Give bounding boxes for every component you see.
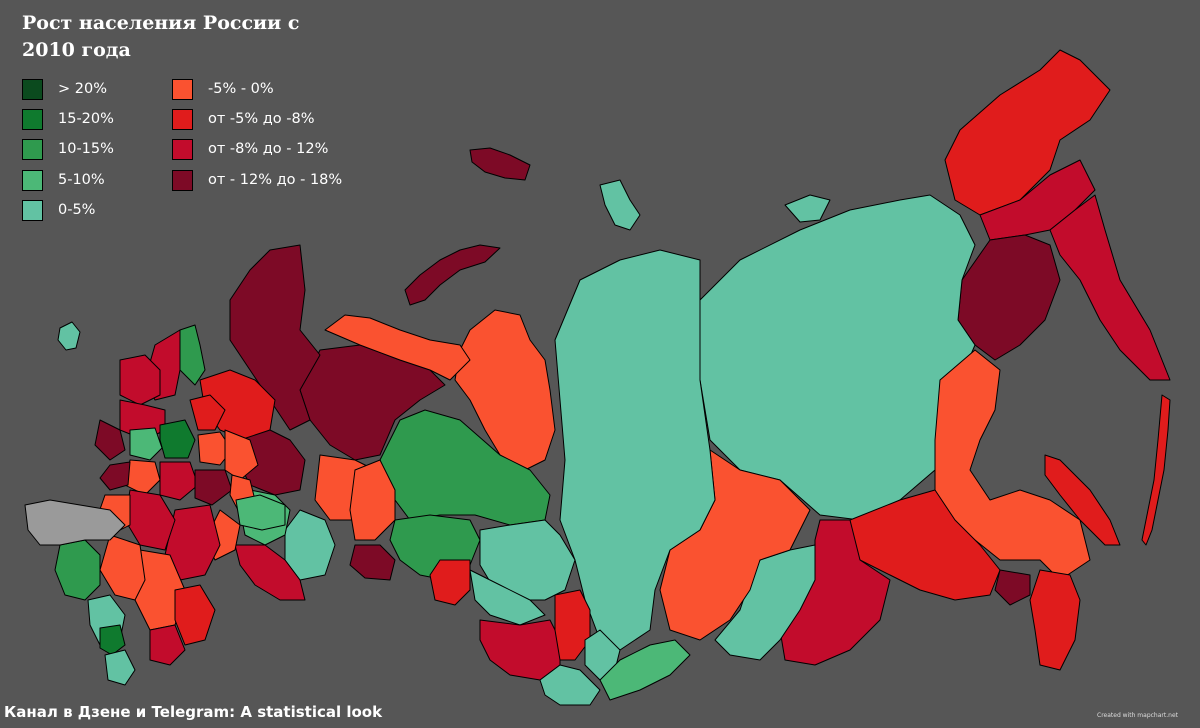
legend-swatch — [22, 108, 43, 130]
region-north-caucasus[interactable] — [104, 649, 136, 686]
legend-item: 0-5% — [22, 199, 95, 221]
legend-swatch — [22, 138, 43, 160]
region-moscow-oblast[interactable] — [129, 427, 163, 461]
region-altai-rep[interactable] — [539, 664, 601, 706]
credit-text: Created with mapchart.net — [1097, 712, 1178, 719]
region-krasnoyarsk[interactable] — [554, 249, 716, 651]
region-ryazan[interactable] — [159, 461, 199, 501]
legend-swatch — [172, 108, 193, 130]
region-sverdlovsk[interactable] — [349, 459, 396, 541]
region-altai-krai[interactable] — [479, 619, 561, 681]
region-primorye[interactable] — [1029, 569, 1081, 671]
legend-label: -5% - 0% — [208, 81, 274, 97]
legend-item: от -8% до - 12% — [172, 138, 328, 160]
region-khabarovsk-north[interactable] — [957, 234, 1061, 361]
footer-caption: Канал в Дзене и Telegram: A statistical … — [4, 703, 383, 721]
region-island-ne[interactable] — [784, 194, 831, 223]
region-moscow[interactable] — [159, 419, 196, 459]
legend-swatch — [22, 78, 43, 100]
region-kaliningrad[interactable] — [57, 321, 81, 351]
region-kemerovo[interactable] — [554, 589, 591, 661]
legend-label: 15-20% — [58, 111, 114, 127]
region-kalmykia[interactable] — [149, 624, 186, 666]
region-tuva[interactable] — [599, 639, 691, 701]
region-orenburg[interactable] — [234, 544, 306, 601]
legend-item: 5-10% — [22, 169, 105, 191]
legend-swatch — [22, 199, 43, 221]
legend-item: от -5% до -8% — [172, 108, 315, 130]
region-jewish[interactable] — [994, 569, 1031, 606]
legend-swatch — [172, 78, 193, 100]
region-novosibirsk[interactable] — [469, 569, 546, 626]
legend-swatch — [22, 169, 43, 191]
legend-label: 0-5% — [58, 202, 96, 218]
region-severnaya-zemlya[interactable] — [599, 179, 641, 231]
region-astrakhan[interactable] — [174, 584, 216, 646]
legend-label: от -8% до - 12% — [208, 141, 329, 157]
region-rostov[interactable] — [99, 534, 146, 601]
region-dagestan[interactable] — [99, 624, 126, 656]
legend-item: -5% - 0% — [172, 78, 274, 100]
region-franz-josef[interactable] — [469, 147, 531, 181]
region-mordovia[interactable] — [194, 469, 233, 506]
legend-item: > 20% — [22, 78, 107, 100]
region-omsk[interactable] — [429, 559, 471, 606]
legend-swatch — [172, 169, 193, 191]
region-pskov[interactable] — [94, 419, 126, 461]
legend-label: от -5% до -8% — [208, 111, 315, 127]
region-kaluga[interactable] — [99, 461, 131, 491]
legend-label: 5-10% — [58, 172, 105, 188]
region-krasnodar[interactable] — [54, 539, 101, 601]
region-leningrad[interactable] — [119, 354, 161, 406]
legend-label: от - 12% до - 18% — [208, 172, 343, 188]
legend-item: от - 12% до - 18% — [172, 169, 342, 191]
region-voronezh[interactable] — [124, 489, 176, 551]
region-nenets[interactable] — [324, 314, 471, 381]
region-nizhny[interactable] — [224, 429, 259, 481]
legend-label: 10-15% — [58, 141, 114, 157]
region-buryatia[interactable] — [714, 544, 816, 661]
region-kurgan[interactable] — [349, 544, 396, 581]
map-title: Рост населения России с 2010 года — [22, 12, 300, 61]
region-kamchatka[interactable] — [1049, 194, 1171, 381]
region-arkhangelsk[interactable] — [229, 244, 321, 431]
legend-item: 15-20% — [22, 108, 114, 130]
legend-label: > 20% — [58, 81, 107, 97]
region-novaya-zemlya[interactable] — [404, 244, 501, 306]
region-chukotka[interactable] — [944, 49, 1111, 216]
region-sakhalin[interactable] — [1044, 454, 1121, 546]
region-kurils[interactable] — [1141, 394, 1171, 546]
legend-item: 10-15% — [22, 138, 114, 160]
region-new-territories[interactable] — [24, 499, 126, 546]
region-yamal[interactable] — [454, 309, 556, 471]
legend-swatch — [172, 138, 193, 160]
region-yaroslavl[interactable] — [189, 394, 226, 431]
